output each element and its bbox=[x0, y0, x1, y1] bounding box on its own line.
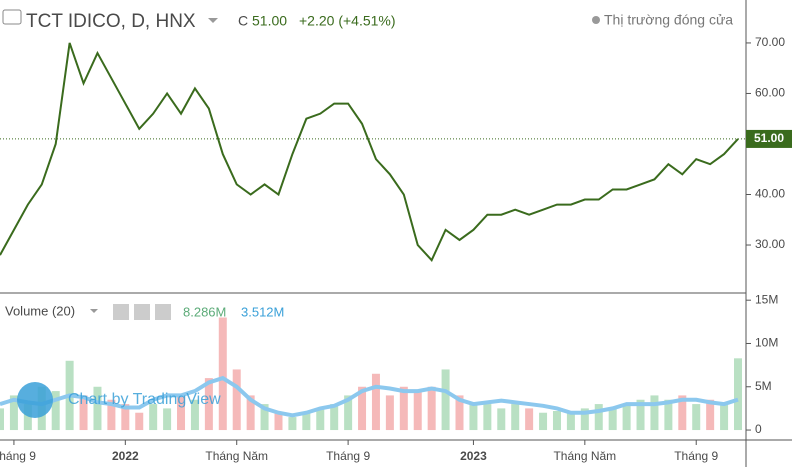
y-tick-label: 0 bbox=[755, 422, 762, 436]
volume-bar bbox=[552, 411, 561, 431]
y-tick-label: 5M bbox=[755, 379, 772, 393]
volume-bar bbox=[190, 399, 199, 431]
close-button[interactable] bbox=[155, 304, 171, 320]
volume-bar bbox=[121, 404, 130, 431]
volume-bar bbox=[664, 399, 673, 431]
volume-bar bbox=[135, 412, 144, 431]
volume-bar bbox=[23, 404, 32, 431]
y-tick-label: 70.00 bbox=[755, 35, 785, 49]
volume-bar bbox=[734, 358, 742, 431]
watermark: Chart by TradingView bbox=[68, 391, 221, 408]
volume-bar bbox=[692, 404, 701, 431]
y-tick-label: 30.00 bbox=[755, 237, 785, 251]
volume-bar bbox=[371, 373, 380, 431]
x-tick-label: Tháng 9 bbox=[674, 449, 718, 463]
volume-dropdown[interactable] bbox=[90, 309, 98, 313]
volume-bar bbox=[427, 386, 436, 431]
volume-bar bbox=[79, 395, 88, 431]
ma-value: 3.512M bbox=[241, 304, 284, 319]
watermark-logo bbox=[17, 382, 53, 418]
y-tick-label: 40.00 bbox=[755, 187, 785, 201]
eye-button[interactable] bbox=[113, 304, 129, 320]
price-line bbox=[0, 42, 739, 262]
volume-bar bbox=[232, 369, 241, 431]
volume-bar bbox=[650, 395, 659, 431]
volume-bar bbox=[622, 404, 631, 431]
volume-bar bbox=[274, 412, 283, 431]
volume-bar bbox=[441, 369, 450, 431]
change-value: +2.20 (+4.51%) bbox=[299, 13, 396, 29]
volume-bar bbox=[608, 408, 617, 431]
volume-bar bbox=[511, 404, 520, 431]
volume-bar bbox=[566, 412, 575, 431]
y-tick-label: 60.00 bbox=[755, 86, 785, 100]
x-tick-label: Tháng 9 bbox=[326, 449, 370, 463]
dropdown[interactable] bbox=[208, 18, 218, 23]
volume-bar bbox=[497, 408, 506, 431]
volume-bar bbox=[107, 399, 116, 431]
volume-title: Volume (20) bbox=[5, 303, 75, 318]
last-price-label: 51.00 bbox=[754, 131, 784, 145]
volume-bar bbox=[539, 412, 548, 431]
settings-button[interactable] bbox=[134, 304, 150, 320]
volume-bar bbox=[678, 395, 687, 431]
volume-bar bbox=[93, 386, 102, 431]
volume-bar bbox=[204, 378, 213, 431]
x-tick-label: Tháng 9 bbox=[0, 449, 36, 463]
close-prefix: C bbox=[238, 13, 248, 29]
x-tick-label: Tháng Năm bbox=[205, 449, 268, 463]
volume-bar bbox=[469, 404, 478, 431]
close-value: 51.00 bbox=[252, 13, 287, 29]
volume-bar bbox=[385, 395, 394, 431]
collapse-button[interactable] bbox=[2, 9, 22, 25]
volume-bar bbox=[525, 408, 534, 431]
volume-bar bbox=[218, 317, 227, 431]
volume-bar bbox=[163, 408, 172, 431]
volume-bar bbox=[594, 404, 603, 431]
volume-bar bbox=[0, 408, 4, 431]
volume-bar bbox=[720, 404, 729, 431]
volume-bar bbox=[344, 395, 353, 431]
volume-value: 8.286M bbox=[183, 304, 226, 319]
volume-bar bbox=[413, 391, 422, 431]
y-tick-label: 10M bbox=[755, 336, 778, 350]
volume-bar bbox=[51, 391, 60, 431]
volume-bar bbox=[177, 395, 186, 431]
volume-bar bbox=[246, 395, 255, 431]
last-price-box bbox=[746, 129, 792, 148]
volume-bar bbox=[330, 404, 339, 431]
volume-bar bbox=[580, 408, 589, 431]
x-tick-label: 2022 bbox=[112, 449, 139, 463]
volume-bar bbox=[260, 404, 269, 431]
x-tick-label: Tháng Năm bbox=[553, 449, 616, 463]
volume-bar bbox=[9, 395, 18, 431]
y-tick-label: 15M bbox=[755, 292, 778, 306]
status-dot bbox=[592, 16, 600, 24]
volume-bar bbox=[302, 412, 311, 431]
x-tick-label: 2023 bbox=[460, 449, 487, 463]
volume-bar bbox=[636, 399, 645, 431]
volume-ma-line bbox=[0, 375, 739, 418]
market-status: Thị trường đóng cửa bbox=[604, 12, 733, 28]
volume-bar bbox=[399, 386, 408, 431]
volume-bar bbox=[149, 404, 158, 431]
volume-bar bbox=[358, 386, 367, 431]
volume-bar bbox=[706, 399, 715, 431]
symbol-title: TCT IDICO, D, HNX bbox=[26, 11, 196, 32]
volume-bar bbox=[455, 395, 464, 431]
volume-bar bbox=[483, 404, 492, 431]
volume-bar bbox=[316, 408, 325, 431]
volume-bar bbox=[288, 417, 297, 431]
